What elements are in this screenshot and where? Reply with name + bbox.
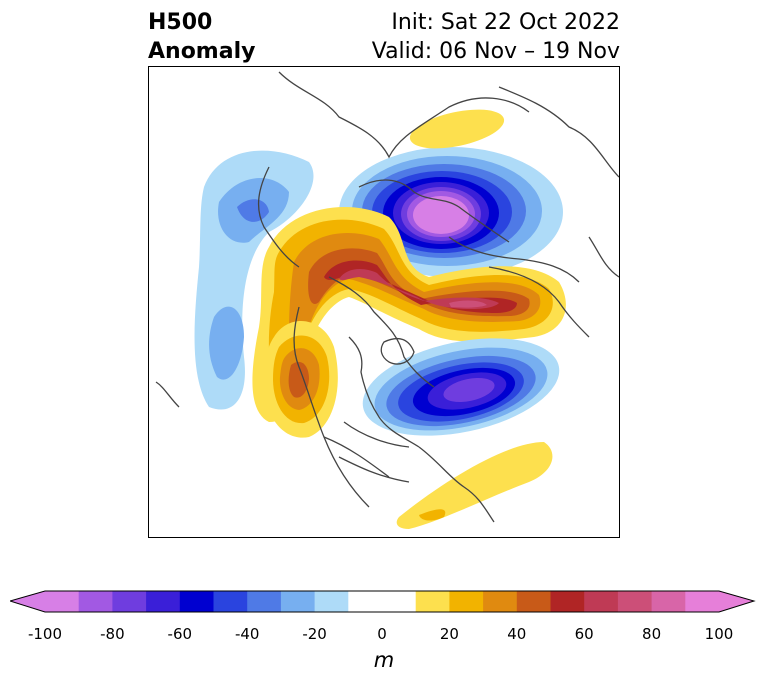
colorbar-over-arrow bbox=[719, 591, 754, 612]
colorbar-bin bbox=[247, 591, 282, 612]
anomaly-map bbox=[148, 66, 620, 538]
anomaly-north-pacific-negative bbox=[194, 150, 314, 410]
colorbar-bin bbox=[348, 591, 417, 612]
colorbar-bin bbox=[314, 591, 349, 612]
colorbar-bin bbox=[78, 591, 113, 612]
colorbar-tick-label: 100 bbox=[704, 625, 734, 643]
colorbar-tick-label: -40 bbox=[234, 625, 260, 643]
colorbar-bin bbox=[449, 591, 484, 612]
colorbar-tick-label: 60 bbox=[574, 625, 594, 643]
colorbar-bin bbox=[45, 591, 80, 612]
colorbar-tick-label: 20 bbox=[439, 625, 459, 643]
map-coastlines bbox=[155, 71, 619, 523]
colorbar-tick-label: -80 bbox=[100, 625, 125, 643]
colorbar-bin bbox=[280, 591, 316, 612]
colorbar-bin bbox=[617, 591, 653, 612]
colorbar-bin bbox=[651, 591, 686, 612]
anomaly-eastern-europe-positive bbox=[409, 109, 505, 149]
map-title-left: H500 Anomaly bbox=[148, 8, 255, 66]
colorbar-tick-label: 80 bbox=[642, 625, 662, 643]
colorbar-bin bbox=[516, 591, 551, 612]
colorbar-unit: m bbox=[373, 648, 395, 672]
init-date: Init: Sat 22 Oct 2022 bbox=[391, 10, 620, 35]
colorbar-bin bbox=[415, 591, 450, 612]
colorbar-tick-label: 40 bbox=[507, 625, 527, 643]
colorbar-tick-label: -60 bbox=[167, 625, 193, 643]
field-name: H500 bbox=[148, 10, 213, 35]
anomaly-hudson-bay-negative bbox=[362, 338, 560, 436]
colorbar-bin bbox=[112, 591, 147, 612]
map-title-right: Init: Sat 22 Oct 2022 Valid: 06 Nov – 19… bbox=[372, 8, 620, 66]
colorbar-bin bbox=[179, 591, 214, 612]
map-canvas bbox=[155, 71, 619, 529]
colorbar-tick-label: -100 bbox=[27, 625, 63, 643]
field-type: Anomaly bbox=[148, 39, 256, 64]
colorbar-bin bbox=[213, 591, 248, 612]
anomaly-arctic-positive bbox=[252, 207, 566, 422]
colorbar-bin bbox=[550, 591, 585, 612]
valid-range: Valid: 06 Nov – 19 Nov bbox=[371, 39, 620, 64]
colorbar-bin bbox=[483, 591, 518, 612]
colorbar-under-arrow bbox=[10, 591, 45, 612]
colorbar-tick-label: 0 bbox=[377, 625, 387, 643]
colorbar-bin bbox=[685, 591, 720, 612]
anomaly-pacific-northwest-positive bbox=[264, 320, 338, 438]
colorbar-bin bbox=[146, 591, 181, 612]
colorbar-bin bbox=[584, 591, 619, 612]
anomaly-atlantic-positive bbox=[396, 442, 553, 529]
colorbar-tick-label: -20 bbox=[302, 625, 327, 643]
colorbar bbox=[10, 590, 756, 613]
